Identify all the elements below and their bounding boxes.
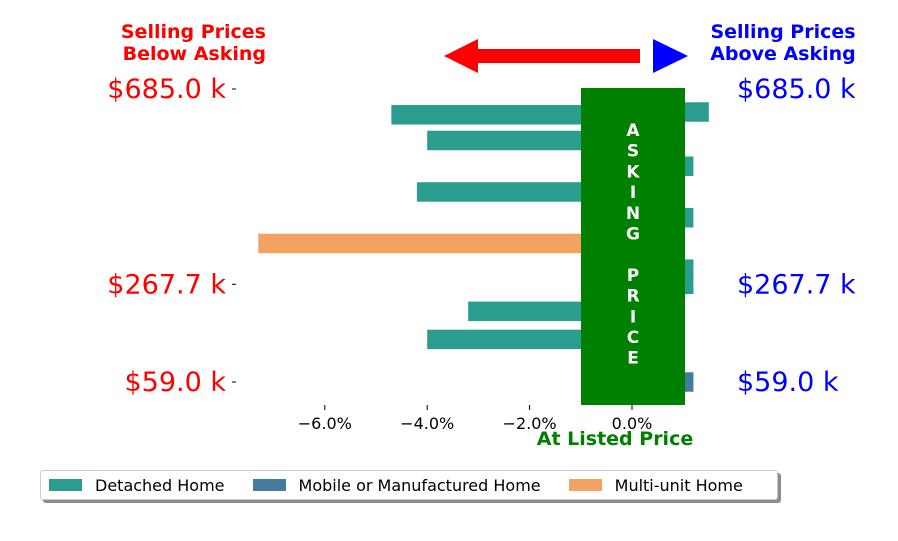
x-tick-label: −6.0% bbox=[298, 414, 352, 433]
left-arrow-head-icon bbox=[444, 39, 478, 73]
asking-price-letter: N bbox=[626, 204, 640, 224]
asking-price-letter: K bbox=[626, 162, 640, 182]
legend-swatch-multi-unit bbox=[568, 479, 602, 491]
header-below-asking: Selling Prices Below Asking bbox=[80, 21, 266, 65]
y-tick-label-right: $685.0 k bbox=[737, 74, 856, 105]
y-tick-label-left: $59.0 k bbox=[124, 367, 226, 398]
asking-price-letter: A bbox=[626, 121, 640, 141]
y-tick-label-left: $685.0 k bbox=[107, 74, 226, 105]
header-below-asking-line1: Selling Prices bbox=[120, 21, 266, 43]
asking-price-rect bbox=[581, 88, 685, 405]
bar bbox=[427, 329, 632, 350]
header-above-asking-line2: Above Asking bbox=[710, 43, 856, 65]
asking-price-letter: R bbox=[626, 287, 639, 307]
legend: Detached Home Mobile or Manufactured Hom… bbox=[40, 470, 778, 500]
header-below-asking-line2: Below Asking bbox=[122, 43, 266, 65]
right-arrow-head-icon bbox=[653, 39, 688, 73]
left-arrow-shaft bbox=[476, 49, 640, 63]
asking-price-letter: S bbox=[627, 142, 639, 162]
legend-label-mobile: Mobile or Manufactured Home bbox=[298, 475, 541, 495]
x-axis-label: At Listed Price bbox=[537, 428, 693, 450]
legend-label-multi-unit: Multi-unit Home bbox=[614, 475, 743, 495]
asking-price-letter: I bbox=[630, 183, 636, 203]
bar bbox=[416, 182, 632, 202]
asking-price-letter: C bbox=[627, 328, 639, 348]
x-tick-label: 0.0% bbox=[612, 414, 653, 433]
legend-swatch-detached bbox=[49, 479, 82, 491]
legend-item-multi-unit: Multi-unit Home bbox=[568, 475, 743, 495]
legend-label-detached: Detached Home bbox=[95, 475, 225, 495]
legend-swatch-mobile bbox=[252, 479, 286, 491]
y-tick-label-right: $59.0 k bbox=[737, 367, 839, 398]
direction-arrows bbox=[444, 39, 688, 73]
legend-item-mobile: Mobile or Manufactured Home bbox=[252, 475, 541, 495]
x-tick-label: −4.0% bbox=[400, 414, 454, 433]
legend-item-detached: Detached Home bbox=[49, 476, 225, 495]
x-axis-ticks: −6.0% −4.0% −2.0% 0.0% bbox=[298, 405, 653, 433]
header-above-asking: Selling Prices Above Asking bbox=[690, 21, 876, 65]
header-above-asking-line1: Selling Prices bbox=[710, 21, 856, 43]
asking-price-letter: E bbox=[627, 349, 639, 369]
bar bbox=[427, 130, 632, 151]
asking-price-letter: G bbox=[626, 225, 640, 245]
y-axis-ticks: $685.0 k $685.0 k $267.7 k $267.7 k $59.0 k $… bbox=[107, 74, 856, 398]
asking-price-letter: P bbox=[627, 266, 639, 286]
bar bbox=[258, 233, 632, 254]
y-tick-label-left: $267.7 k bbox=[107, 269, 226, 300]
x-tick-label: −2.0% bbox=[503, 414, 557, 433]
asking-price-letter: I bbox=[630, 307, 636, 327]
y-tick-label-right: $267.7 k bbox=[737, 269, 856, 300]
bar bbox=[391, 105, 632, 125]
